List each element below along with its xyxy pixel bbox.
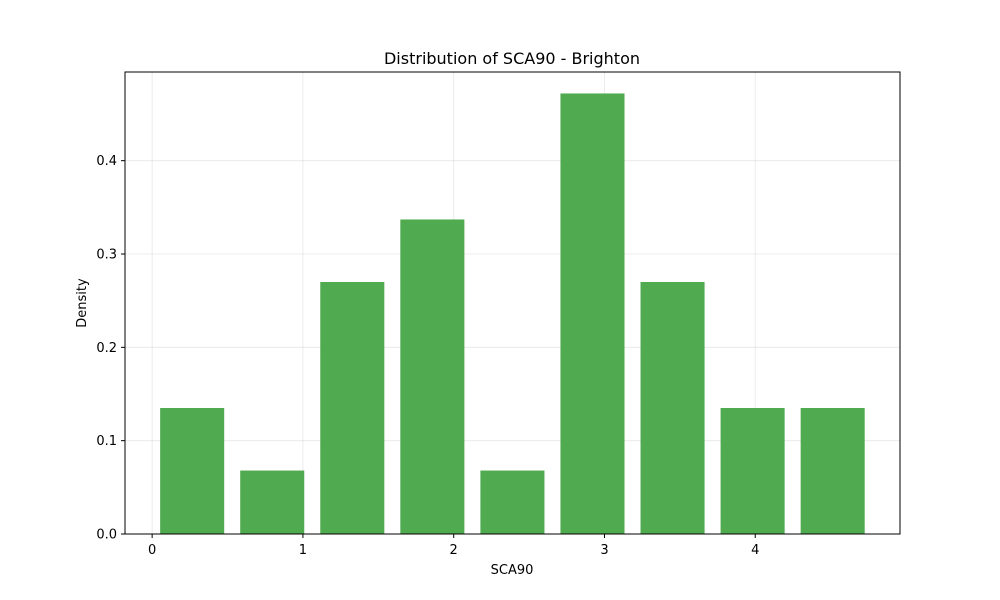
histogram-bar — [640, 282, 705, 534]
histogram-bar — [320, 282, 385, 534]
y-tick-label: 0.1 — [96, 434, 117, 449]
y-axis-label: Density — [75, 278, 90, 328]
histogram-bar — [560, 93, 625, 534]
x-tick-label: 4 — [751, 543, 759, 558]
y-tick-label: 0.2 — [96, 341, 117, 356]
histogram-bar — [720, 408, 785, 534]
bars — [160, 93, 865, 534]
histogram-bar — [240, 470, 305, 534]
x-tick-label: 0 — [148, 543, 156, 558]
plot-frame — [124, 71, 901, 535]
chart-title: Distribution of SCA90 - Brighton — [384, 49, 640, 68]
histogram-bar — [160, 408, 225, 534]
y-axis-ticks: 0.0 0.1 0.2 0.3 0.4 — [96, 154, 125, 543]
y-tick-label: 0.0 — [96, 528, 117, 543]
x-axis-ticks: 0 1 2 3 4 — [148, 534, 759, 558]
y-tick-label: 0.4 — [96, 154, 117, 169]
y-tick-label: 0.3 — [96, 248, 117, 263]
histogram-bar — [480, 470, 545, 534]
x-tick-label: 2 — [450, 543, 458, 558]
histogram-bar — [400, 219, 465, 534]
x-axis-label: SCA90 — [491, 563, 534, 578]
x-tick-label: 1 — [299, 543, 307, 558]
x-tick-label: 3 — [600, 543, 608, 558]
histogram-bar — [800, 408, 865, 534]
